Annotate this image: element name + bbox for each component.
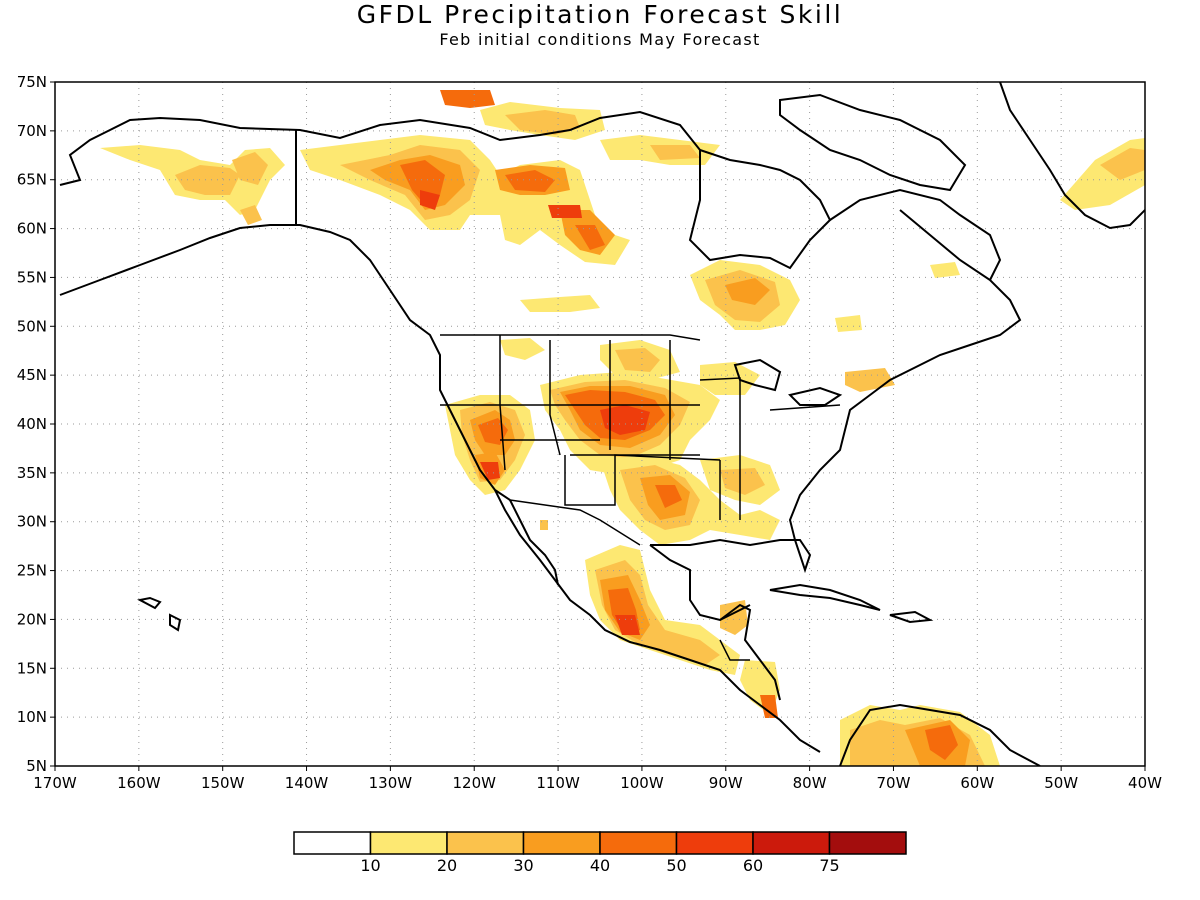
y-tick-label: 30N bbox=[17, 513, 47, 531]
x-tick-label: 60W bbox=[960, 774, 994, 792]
x-tick-label: 130W bbox=[369, 774, 413, 792]
longitude-axis: 170W 160W 150W 140W 130W 120W 110W 100W 90W 80W 70… bbox=[33, 766, 1162, 792]
x-tick-label: 140W bbox=[285, 774, 329, 792]
colorbar-label: 40 bbox=[590, 856, 610, 875]
mexico-skill-area bbox=[540, 520, 780, 718]
x-tick-label: 120W bbox=[452, 774, 496, 792]
latitude-axis: 5N 10N 15N 20N 25N 30N 35N 40N 45N 50N 55N 60N 65N 70… bbox=[17, 73, 55, 775]
colorbar-label: 50 bbox=[666, 856, 686, 875]
skill-shading bbox=[100, 90, 1145, 766]
colorbar-swatch bbox=[369, 831, 448, 855]
y-tick-label: 40N bbox=[17, 415, 47, 433]
x-tick-label: 150W bbox=[201, 774, 245, 792]
quebec-skill-area bbox=[520, 260, 960, 332]
colorbar-label: 75 bbox=[819, 856, 839, 875]
x-tick-label: 170W bbox=[33, 774, 77, 792]
map-grid bbox=[55, 82, 1145, 766]
y-tick-label: 50N bbox=[17, 317, 47, 335]
y-tick-label: 75N bbox=[17, 73, 47, 91]
y-tick-label: 10N bbox=[17, 708, 47, 726]
south-america-skill-area bbox=[840, 705, 1000, 766]
x-tick-label: 90W bbox=[709, 774, 743, 792]
us-west-skill-area bbox=[445, 338, 545, 495]
y-tick-label: 25N bbox=[17, 562, 47, 580]
colorbar-swatch bbox=[752, 831, 831, 855]
y-tick-label: 15N bbox=[17, 659, 47, 677]
x-tick-label: 80W bbox=[793, 774, 827, 792]
colorbar-swatch bbox=[446, 831, 525, 855]
alaska-skill-area bbox=[100, 145, 285, 225]
y-tick-label: 5N bbox=[26, 757, 47, 775]
colorbar-label: 10 bbox=[360, 856, 380, 875]
map-subtitle: Feb initial conditions May Forecast bbox=[439, 30, 761, 49]
x-tick-label: 70W bbox=[877, 774, 911, 792]
colorbar-swatch bbox=[599, 831, 678, 855]
x-tick-label: 50W bbox=[1044, 774, 1078, 792]
coastlines bbox=[59, 82, 1145, 766]
y-tick-label: 55N bbox=[17, 268, 47, 286]
map-title: GFDL Precipitation Forecast Skill bbox=[356, 0, 844, 29]
colorbar-label: 30 bbox=[513, 856, 533, 875]
colorbar-label: 60 bbox=[743, 856, 763, 875]
colorbar-swatch bbox=[675, 831, 754, 855]
greenland-skill-area bbox=[1060, 138, 1145, 210]
x-tick-label: 100W bbox=[620, 774, 664, 792]
colorbar-swatch bbox=[522, 831, 601, 855]
y-tick-label: 45N bbox=[17, 366, 47, 384]
x-tick-label: 40W bbox=[1128, 774, 1162, 792]
colorbar-label: 20 bbox=[437, 856, 457, 875]
colorbar-swatch bbox=[293, 831, 372, 855]
yukon-skill-area bbox=[300, 135, 630, 265]
y-tick-label: 65N bbox=[17, 171, 47, 189]
y-tick-label: 20N bbox=[17, 610, 47, 628]
colorbar: 10 20 30 40 50 60 75 bbox=[293, 831, 907, 875]
y-tick-label: 35N bbox=[17, 464, 47, 482]
x-tick-label: 160W bbox=[117, 774, 161, 792]
us-plains-skill-area bbox=[540, 340, 720, 475]
political-borders bbox=[440, 334, 841, 661]
y-tick-label: 60N bbox=[17, 220, 47, 238]
y-tick-label: 70N bbox=[17, 122, 47, 140]
colorbar-swatch bbox=[828, 831, 907, 855]
x-tick-label: 110W bbox=[536, 774, 580, 792]
arctic-skill-area bbox=[440, 90, 720, 165]
